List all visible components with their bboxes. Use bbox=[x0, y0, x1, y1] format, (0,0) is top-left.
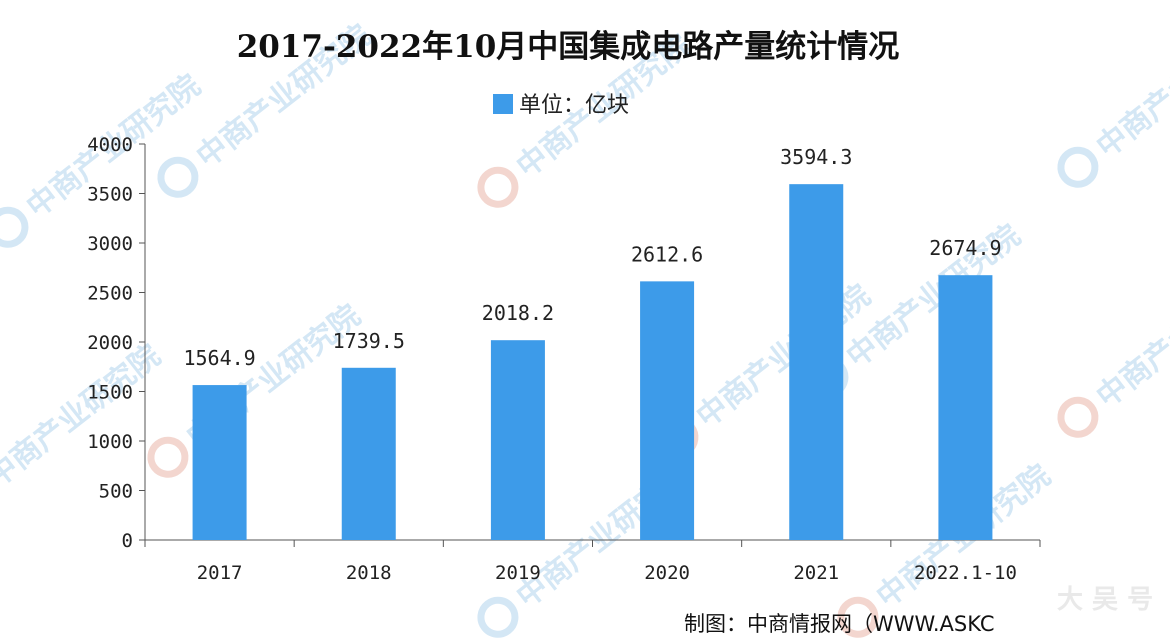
bar bbox=[789, 184, 844, 540]
y-tick-label: 1500 bbox=[87, 382, 133, 404]
watermark-text: 中商产业研究院 bbox=[0, 338, 167, 495]
watermark-logo-icon bbox=[837, 596, 879, 638]
watermark-logo-icon bbox=[1057, 396, 1099, 438]
watermark-logo-icon bbox=[0, 206, 29, 248]
axes: 0 500 1000 1500 2000 2500 3000 3500 4000 2017 2018… bbox=[87, 134, 1041, 584]
watermark-text: 中商产业研究院 bbox=[1090, 258, 1170, 415]
chart-title: 2017-2022年10月中国集成电路产量统计情况 bbox=[237, 29, 900, 65]
bars bbox=[192, 184, 993, 540]
x-tick-label: 2022.1-10 bbox=[914, 562, 1017, 584]
watermark: 中商产业研究院 bbox=[1057, 258, 1170, 438]
watermark: 中商产业研究院 bbox=[0, 338, 167, 495]
data-label: 3594.3 bbox=[780, 145, 852, 169]
legend-swatch bbox=[493, 94, 513, 114]
watermark: 中商产业研究院 bbox=[1057, 8, 1170, 188]
data-label: 1739.5 bbox=[333, 329, 405, 353]
watermark-logo-icon bbox=[147, 436, 189, 478]
bar bbox=[341, 367, 396, 540]
watermark-logo-icon bbox=[1057, 146, 1099, 188]
bar bbox=[192, 385, 247, 540]
data-label: 2018.2 bbox=[482, 301, 554, 325]
y-tick-label: 3000 bbox=[87, 233, 133, 255]
source-note: 制图：中商情报网（WWW.ASKC bbox=[684, 612, 995, 636]
watermark: 中商产业研究院 bbox=[147, 298, 367, 478]
watermark-logo-icon bbox=[477, 166, 519, 208]
y-tick-label: 4000 bbox=[87, 134, 133, 156]
x-tick-label: 2019 bbox=[495, 562, 541, 584]
x-tick-label: 2018 bbox=[346, 562, 392, 584]
data-label: 1564.9 bbox=[183, 346, 255, 370]
y-tick-label: 2000 bbox=[87, 332, 133, 354]
bar bbox=[640, 281, 695, 540]
legend-label: 单位：亿块 bbox=[519, 93, 629, 118]
data-label: 2674.9 bbox=[929, 236, 1001, 260]
data-label: 2612.6 bbox=[631, 242, 703, 266]
x-tick-label: 2021 bbox=[793, 562, 839, 584]
y-tick-label: 3500 bbox=[87, 184, 133, 206]
watermark-text: 中商产业研究院 bbox=[1090, 8, 1170, 165]
y-tick-label: 500 bbox=[99, 481, 133, 503]
watermark-logo-icon bbox=[477, 596, 519, 638]
data-labels: 1564.9 1739.5 2018.2 2612.6 3594.3 2674.9 bbox=[183, 145, 1001, 370]
x-tick-label: 2020 bbox=[644, 562, 690, 584]
x-tick-label: 2017 bbox=[197, 562, 243, 584]
corner-mark: 大 吴 号 bbox=[1057, 585, 1153, 615]
y-tick-label: 1000 bbox=[87, 431, 133, 453]
y-tick-label: 2500 bbox=[87, 283, 133, 305]
bar bbox=[938, 275, 993, 540]
legend: 单位：亿块 bbox=[493, 93, 629, 118]
bar bbox=[490, 340, 545, 540]
watermark-logo-icon bbox=[157, 156, 199, 198]
y-tick-label: 0 bbox=[122, 530, 133, 552]
